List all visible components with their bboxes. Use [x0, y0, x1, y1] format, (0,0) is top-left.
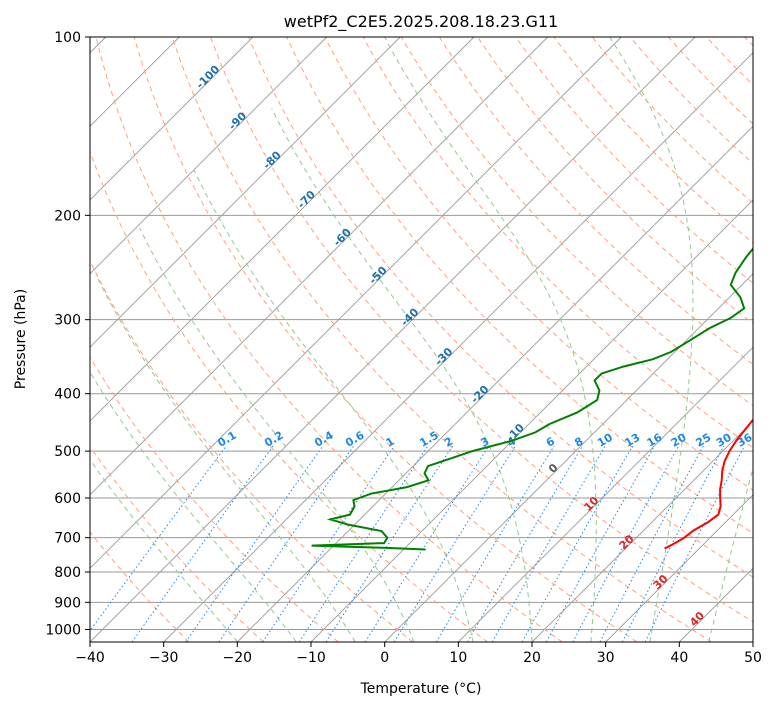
isotherm-label: 30: [651, 572, 671, 592]
x-tick-label: 0: [380, 650, 389, 666]
x-tick-label: 50: [744, 650, 762, 666]
mixing-ratio-label: 0.2: [262, 429, 285, 450]
moist-adiabat-line: [709, 27, 775, 643]
mixing-ratio-label: 1: [384, 435, 397, 450]
mixing-ratio-label: 6: [544, 434, 557, 449]
isotherm-label: -20: [468, 383, 491, 406]
y-tick-label: 900: [54, 595, 81, 611]
isotherm-label: -90: [226, 109, 249, 132]
dry-adiabat-line: [58, 37, 488, 642]
x-axis-label: Temperature (°C): [360, 681, 482, 697]
x-tick-label: −10: [296, 650, 326, 666]
y-axis-label: Pressure (hPa): [13, 289, 29, 389]
y-tick-label: 200: [54, 208, 81, 224]
isotherm-line: [458, 37, 775, 642]
isotherm-label: -30: [432, 345, 455, 368]
isotherm-line: [16, 37, 621, 642]
mixing-ratio-label: 30: [714, 431, 734, 450]
isotherm-line: [237, 37, 775, 642]
moist-adiabat-line: [56, 309, 296, 642]
mixing-ratio-label: 20: [669, 431, 689, 450]
x-tick-label: 30: [597, 650, 615, 666]
mixing-ratio-label: 0.1: [215, 429, 238, 450]
mixing-ratio-line: [436, 446, 554, 642]
isotherm-label: 10: [581, 494, 601, 514]
mixing-ratio-label: 25: [694, 431, 714, 450]
isotherm-label: -60: [331, 226, 354, 249]
x-tick-label: 40: [670, 650, 688, 666]
isotherm-line: [0, 37, 400, 642]
dry-adiabat-line: [745, 37, 775, 642]
y-tick-label: 800: [54, 565, 81, 581]
isotherm-label: 20: [617, 532, 637, 552]
isotherm-label: -100: [194, 63, 223, 92]
mixing-ratio-label: 2: [442, 435, 455, 450]
moist-adiabat-line: [96, 275, 355, 642]
x-tick-label: 10: [449, 650, 467, 666]
mixing-ratio-line: [468, 446, 583, 642]
y-tick-label: 1000: [45, 622, 81, 638]
y-tick-label: 500: [54, 444, 81, 460]
mixing-ratio-label: 0.4: [312, 429, 336, 450]
dry-adiabat-line: [516, 37, 775, 642]
dewpoint-line: [312, 40, 775, 550]
dry-adiabat-line: [0, 37, 264, 642]
dry-adiabat-line: [554, 37, 775, 642]
isotherm-line: [679, 37, 775, 642]
isotherm-label: -70: [295, 188, 318, 211]
moist-adiabat-line: [272, 108, 532, 642]
x-tick-label: 20: [523, 650, 541, 666]
y-tick-label: 600: [54, 491, 81, 507]
isotherm-line: [90, 37, 695, 642]
dry-adiabat-line: [134, 37, 637, 642]
x-tick-label: −40: [75, 650, 105, 666]
isotherm-label: -50: [366, 264, 389, 287]
chart-title: wetPf2_C2E5.2025.208.18.23.G11: [284, 12, 558, 32]
mixing-ratio-label: 13: [623, 431, 643, 450]
isotherm-line: [753, 37, 775, 642]
mixing-ratio-label: 0.6: [343, 429, 367, 450]
dry-adiabat-line: [707, 37, 775, 642]
isotherm-line: [0, 37, 327, 642]
y-tick-label: 300: [54, 313, 81, 329]
dry-adiabat-line: [20, 37, 413, 642]
mixing-ratio-line: [546, 446, 654, 642]
isotherm-line: [311, 37, 775, 642]
isotherm-line: [385, 37, 775, 642]
mixing-ratio-label: 10: [595, 431, 615, 450]
dry-adiabat-line: [592, 37, 775, 642]
y-tick-label: 700: [54, 531, 81, 547]
mixing-ratio-label: 1.5: [417, 429, 440, 450]
temperature-line: [665, 110, 775, 548]
isotherm-line: [0, 37, 548, 642]
plot-frame: [90, 37, 753, 642]
mixing-ratio-label: 8: [572, 435, 585, 450]
x-tick-label: −30: [149, 650, 179, 666]
dry-adiabat-line: [96, 37, 562, 642]
mixing-ratio-line: [186, 446, 323, 642]
mixing-ratio-line: [600, 446, 704, 642]
x-tick-label: −20: [223, 650, 253, 666]
mixing-ratio-label: 16: [645, 431, 665, 450]
dry-adiabat-line: [0, 37, 338, 642]
isotherm-line: [0, 37, 253, 642]
dry-adiabat-line: [668, 37, 775, 642]
isotherm-label: 40: [687, 609, 707, 629]
isotherm-line: [532, 37, 775, 642]
isotherm-line: [164, 37, 769, 642]
y-tick-label: 100: [54, 30, 81, 46]
mixing-ratio-line: [394, 446, 515, 642]
isotherm-label: -80: [261, 148, 284, 171]
y-tick-label: 400: [54, 387, 81, 403]
